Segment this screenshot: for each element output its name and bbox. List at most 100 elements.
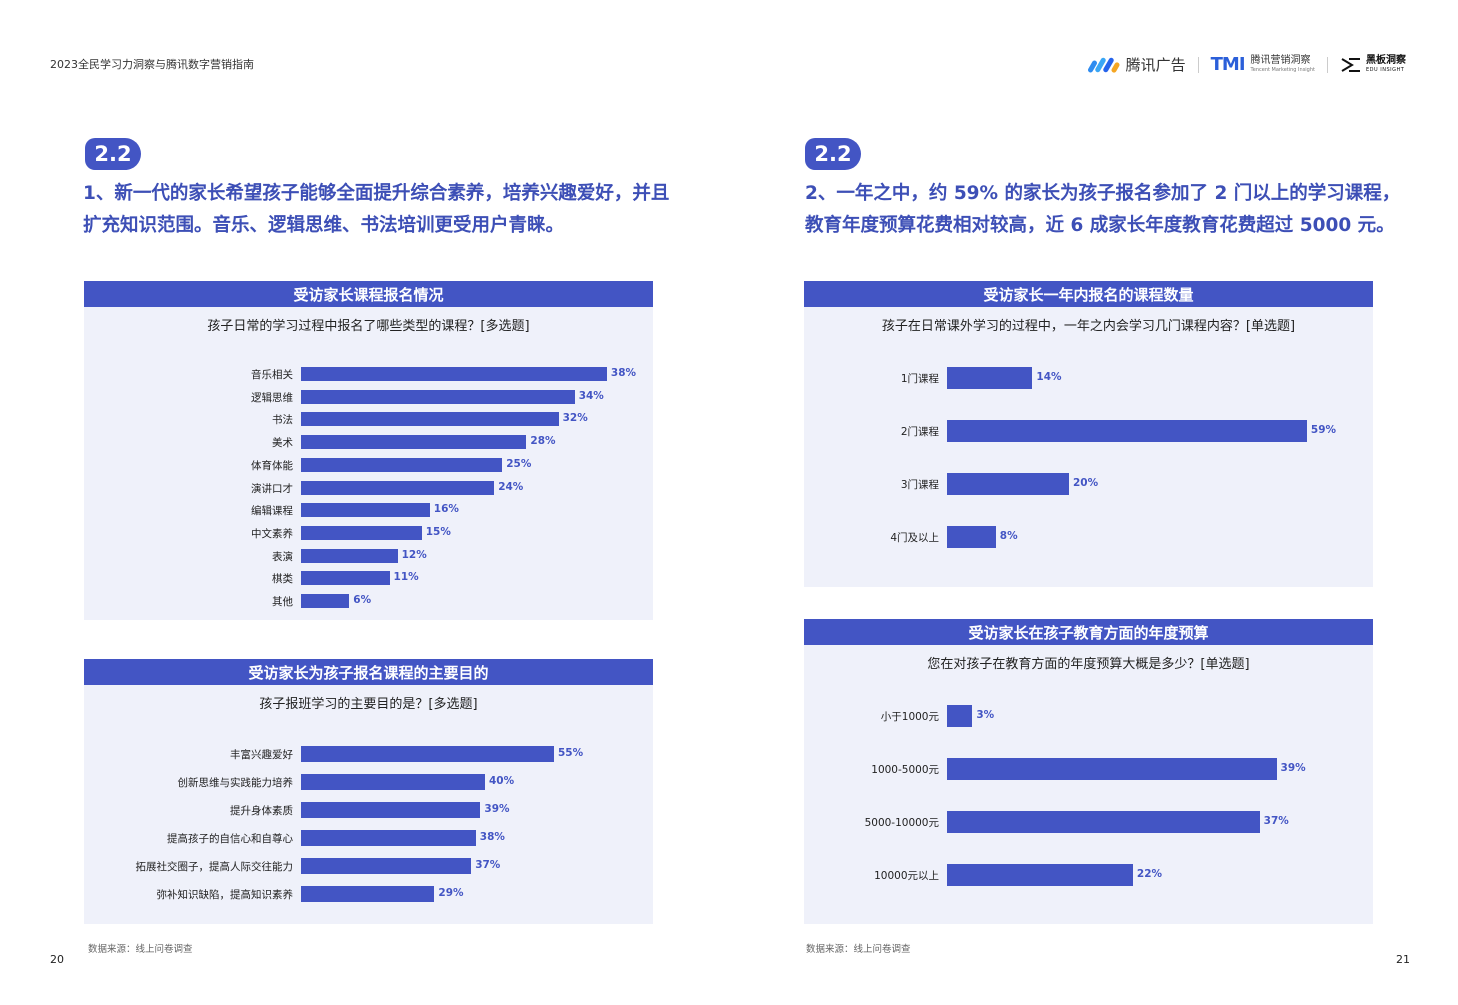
page-number-right: 21 <box>1396 953 1410 966</box>
edu-insight-icon <box>1341 57 1360 72</box>
bar <box>301 435 527 450</box>
category-label: 美术 <box>272 437 293 450</box>
category-label: 棋类 <box>272 573 293 586</box>
value-label: 12% <box>401 548 427 561</box>
bar-chart-annual-budget: 小于1000元 3% 1000-5000元 39% 5000-10000元 37% 1000… <box>804 697 1373 907</box>
value-label: 39% <box>484 803 510 815</box>
value-label: 11% <box>393 571 419 584</box>
edu-insight-cn: 黑板洞察 <box>1366 55 1406 66</box>
bar <box>947 526 996 548</box>
category-label: 中文素养 <box>251 527 293 540</box>
bar <box>301 457 503 472</box>
bar <box>301 367 607 381</box>
value-label: 28% <box>530 435 556 448</box>
data-source-right: 数据来源：线上问卷调查 <box>806 944 911 955</box>
value-label: 38% <box>479 831 505 843</box>
chart-title: 受访家长为孩子报名课程的主要目的 <box>84 659 653 685</box>
bar <box>947 864 1133 886</box>
page-number-left: 20 <box>50 953 64 966</box>
data-source-left: 数据来源：线上问卷调查 <box>88 944 193 955</box>
value-label: 38% <box>610 367 637 379</box>
category-label: 表演 <box>272 550 293 563</box>
headline-right-line1: 2、一年之中，约 59% 的家长为孩子报名参加了 2 门以上的学习课程， <box>805 183 1401 204</box>
tencent-ads-logo: 腾讯广告 <box>1087 54 1186 75</box>
logo-divider <box>1327 56 1328 73</box>
value-label: 25% <box>506 457 532 470</box>
chart-title: 受访家长一年内报名的课程数量 <box>804 281 1373 307</box>
tmi-logo: TMI 腾讯营销洞察 Tencent Marketing Insight <box>1211 54 1315 75</box>
category-label: 体育体能 <box>251 459 293 472</box>
tmi-logo-en: Tencent Marketing Insight <box>1250 67 1315 73</box>
document-title: 2023全民学习力洞察与腾讯数字营销指南 <box>50 58 254 71</box>
bar-chart-course-types: 音乐相关 38% 逻辑思维 34% 书法 32% 美术 28% 体育体能 25% 演讲口才 24% 编辑… <box>84 359 653 609</box>
section-badge-right: 2.2 <box>805 138 861 170</box>
bar <box>301 548 398 563</box>
bar <box>301 525 422 540</box>
category-label: 10000元以上 <box>874 870 939 882</box>
value-label: 14% <box>1036 371 1062 383</box>
chart-title: 受访家长课程报名情况 <box>84 281 653 307</box>
bar <box>947 367 1033 389</box>
value-label: 20% <box>1073 477 1099 489</box>
category-label: 提高孩子的自信心和自尊心 <box>167 833 293 845</box>
category-label: 1000-5000元 <box>871 764 939 776</box>
bar <box>301 886 435 902</box>
category-label: 小于1000元 <box>880 711 939 723</box>
chart-panel-course-count: 受访家长一年内报名的课程数量 孩子在日常课外学习的过程中，一年之内会学习几门课程… <box>804 281 1373 587</box>
bar <box>301 571 390 586</box>
value-label: 37% <box>1263 815 1289 827</box>
value-label: 6% <box>353 594 372 606</box>
bar <box>301 830 476 846</box>
value-label: 22% <box>1136 868 1163 880</box>
value-label: 15% <box>425 525 451 538</box>
edu-insight-logo: 黑板洞察 EDU INSIGHT <box>1340 56 1406 73</box>
category-label: 弥补知识缺陷，提高知识素养 <box>156 889 294 901</box>
value-label: 59% <box>1310 424 1337 436</box>
bar <box>947 811 1260 833</box>
category-label: 演讲口才 <box>251 482 293 495</box>
category-label: 1门课程 <box>900 373 939 385</box>
chart-subtitle: 孩子报班学习的主要目的是？[多选题] <box>259 697 478 712</box>
bar <box>947 758 1277 780</box>
category-label: 丰富兴趣爱好 <box>230 749 293 761</box>
chart-panel-annual-budget: 受访家长在孩子教育方面的年度预算 您在对孩子在教育方面的年度预算大概是多少？[单… <box>804 619 1373 924</box>
value-label: 34% <box>578 389 604 402</box>
headline-right-line2: 教育年度预算花费相对较高，近 6 成家长年度教育花费超过 5000 元。 <box>805 215 1395 236</box>
tmi-logo-mark: TMI <box>1210 54 1246 75</box>
bar <box>947 420 1307 442</box>
category-label: 拓展社交圈子，提高人际交往能力 <box>135 861 294 873</box>
value-label: 3% <box>976 709 995 721</box>
chart-panel-purposes: 受访家长为孩子报名课程的主要目的 孩子报班学习的主要目的是？[多选题] 丰富兴趣… <box>84 659 653 924</box>
value-label: 39% <box>1280 762 1306 774</box>
bar <box>301 503 430 518</box>
category-label: 5000-10000元 <box>864 817 939 829</box>
value-label: 24% <box>498 480 524 493</box>
bar <box>301 858 472 874</box>
chart-subtitle: 您在对孩子在教育方面的年度预算大概是多少？[单选题] <box>927 657 1250 672</box>
category-label: 提升身体素质 <box>230 805 293 817</box>
edu-insight-en: EDU INSIGHT <box>1366 67 1405 73</box>
logo-bar: 腾讯广告 TMI 腾讯营销洞察 Tencent Marketing Insigh… <box>1087 54 1406 75</box>
tencent-ads-logo-text: 腾讯广告 <box>1125 56 1186 74</box>
tencent-ads-icon <box>1087 57 1120 73</box>
headline-left-line1: 1、新一代的家长希望孩子能够全面提升综合素养，培养兴趣爱好，并且 <box>83 183 670 204</box>
bar <box>301 774 485 790</box>
section-badge-left: 2.2 <box>85 138 141 170</box>
value-label: 8% <box>999 530 1018 542</box>
category-label: 3门课程 <box>900 479 939 491</box>
bar <box>301 746 554 762</box>
category-label: 4门及以上 <box>890 532 939 544</box>
bar <box>301 412 559 427</box>
value-label: 37% <box>475 859 501 871</box>
value-label: 29% <box>438 887 464 899</box>
value-label: 16% <box>433 503 459 516</box>
chart-panel-course-types: 受访家长课程报名情况 孩子日常的学习过程中报名了哪些类型的课程？[多选题] 音乐… <box>84 281 653 620</box>
chart-title: 受访家长在孩子教育方面的年度预算 <box>804 619 1373 645</box>
category-label: 书法 <box>272 414 293 427</box>
value-label: 40% <box>489 775 515 787</box>
bar <box>301 389 575 404</box>
value-label: 55% <box>558 747 584 759</box>
bar <box>947 705 973 727</box>
value-label: 32% <box>562 412 588 425</box>
bar-chart-course-count: 1门课程 14% 2门课程 59% 3门课程 20% 4门及以上 8% <box>804 359 1373 569</box>
